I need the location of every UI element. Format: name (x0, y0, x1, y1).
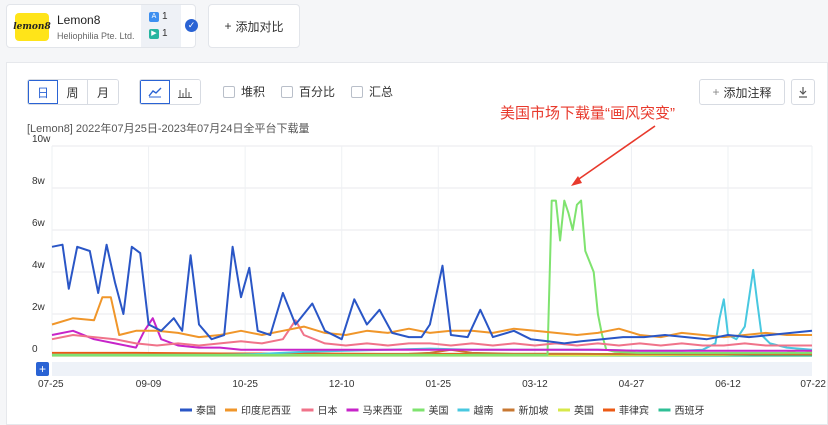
plus-icon: + (224, 19, 232, 33)
series-line-美国 (52, 199, 812, 356)
y-tick-label: 0 (32, 344, 38, 355)
percent-checkbox[interactable]: 百分比 (281, 83, 335, 100)
appstore-count: 1 (162, 11, 168, 22)
check-icon[interactable]: ✓ (185, 19, 198, 32)
range-slider-handle (36, 362, 49, 376)
googleplay-icon: ▶ (149, 28, 159, 39)
checkbox-box[interactable] (223, 85, 235, 98)
app-card[interactable]: lemon8 Lemon8 Heliophilia Pte. Ltd. A 1 … (6, 4, 198, 48)
download-icon[interactable] (791, 79, 815, 105)
x-tick-label: 07-25 (38, 379, 64, 390)
x-tick-label: 07-22 (800, 379, 826, 390)
googleplay-count: 1 (162, 28, 168, 39)
y-tick-label: 4w (32, 260, 46, 271)
add-note-button[interactable]: + 添加注释 (699, 79, 785, 105)
add-note-label: 添加注释 (723, 85, 772, 100)
summary-checkbox[interactable]: 汇总 (351, 83, 393, 100)
legend-label: 越南 (474, 404, 494, 417)
summary-label: 汇总 (369, 85, 394, 99)
range-slider-track (52, 362, 812, 376)
percent-label: 百分比 (299, 85, 336, 99)
chart-type-selector (139, 79, 201, 105)
legend-label: 英国 (574, 404, 594, 417)
x-tick-label: 04-27 (619, 379, 645, 390)
stack-label: 堆积 (241, 85, 266, 99)
app-name: Lemon8 (57, 13, 101, 27)
bar-chart-icon[interactable] (170, 80, 200, 104)
x-tick-label: 09-09 (136, 379, 162, 390)
stack-checkbox[interactable]: 堆积 (223, 83, 265, 100)
period-week-button[interactable]: 周 (58, 80, 88, 104)
plus-icon: + (712, 85, 720, 99)
appstore-icon: A (149, 11, 159, 22)
line-chart-icon[interactable] (140, 80, 170, 104)
legend-label: 西班牙 (675, 405, 705, 417)
annotation-arrow-head (571, 176, 582, 186)
series-line-印度尼西亚 (51, 296, 812, 339)
period-selector: 日 周 月 (27, 79, 119, 105)
period-month-button[interactable]: 月 (88, 80, 118, 104)
legend-label: 泰国 (196, 404, 216, 417)
googleplay-count-row: ▶ 1 (149, 28, 168, 39)
x-tick-label: 01-25 (426, 379, 452, 390)
checkbox-box[interactable] (281, 85, 293, 98)
store-counts: A 1 ▶ 1 (141, 5, 181, 47)
x-tick-label: 06-12 (715, 379, 741, 390)
legend-label: 日本 (318, 404, 338, 417)
add-compare-label: 添加对比 (235, 19, 284, 34)
chart-subtitle: [Lemon8] 2022年07月25日-2023年07月24日全平台下载量 (27, 123, 310, 135)
y-tick-label: 10w (32, 134, 51, 145)
series-line-泰国 (51, 243, 813, 345)
legend-label: 马来西亚 (363, 405, 403, 417)
app-company: Heliophilia Pte. Ltd. (57, 31, 135, 41)
legend-label: 菲律宾 (619, 404, 649, 417)
series-line-马来西亚 (51, 317, 812, 352)
app-logo: lemon8 (13, 13, 51, 41)
x-tick-label: 03-12 (522, 379, 548, 390)
appstore-count-row: A 1 (149, 11, 168, 22)
legend-label: 新加坡 (519, 404, 549, 417)
add-compare-button[interactable]: + 添加对比 (208, 4, 300, 48)
period-day-button[interactable]: 日 (28, 80, 58, 104)
y-tick-label: 2w (32, 302, 46, 313)
legend-label: 印度尼西亚 (241, 404, 291, 417)
y-tick-label: 8w (32, 176, 46, 187)
annotation-label: 美国市场下载量“画风突变” (500, 105, 675, 122)
x-tick-label: 12-10 (329, 379, 355, 390)
plus-icon: + (39, 362, 46, 376)
y-tick-label: 6w (32, 218, 46, 229)
series-line-日本 (51, 319, 812, 347)
x-tick-label: 10-25 (232, 379, 258, 390)
legend-label: 美国 (429, 404, 449, 417)
checkbox-box[interactable] (351, 85, 363, 98)
annotation-arrow-line (575, 125, 656, 182)
